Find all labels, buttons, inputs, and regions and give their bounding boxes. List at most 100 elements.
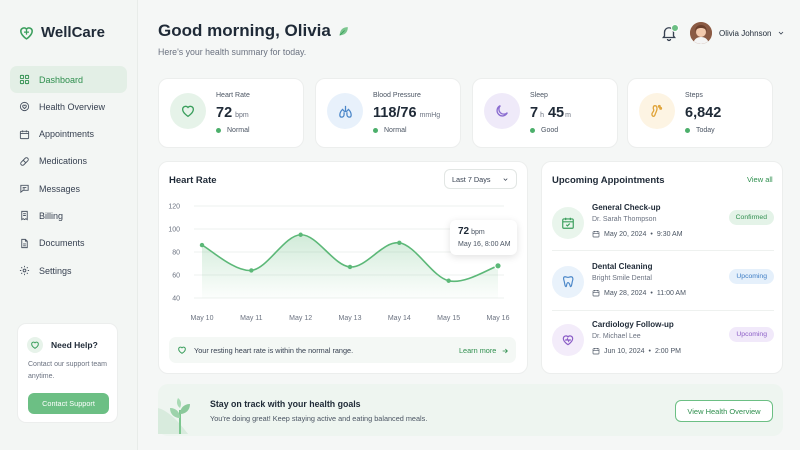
contact-support-button[interactable]: Contact Support — [28, 393, 109, 414]
help-title: Need Help? — [51, 340, 98, 350]
gear-icon — [19, 265, 30, 276]
heart-rate-title: Heart Rate — [169, 175, 217, 186]
chart-point[interactable] — [298, 232, 303, 237]
heart-rate-chart: 120 100 80 60 40 May 10 May 11 May 12 May 13 May … — [168, 204, 509, 323]
range-select-value: Last 7 Days — [452, 174, 491, 184]
appointment-title: General Check-up — [592, 203, 661, 212]
lungs-icon — [327, 93, 363, 129]
sidebar-item-messages[interactable]: Messages — [10, 175, 127, 202]
sidebar-nav: Dashboard Health Overview Appointments M… — [10, 66, 127, 284]
sidebar-item-label: Messages — [39, 183, 81, 194]
appointment-item[interactable]: Cardiology Follow-up Dr. Michael Lee Jun… — [552, 320, 774, 376]
sidebar-item-label: Dashboard — [39, 74, 84, 85]
calendar-icon — [592, 290, 600, 297]
banner-title: Stay on track with your health goals — [210, 399, 361, 409]
appointment-datetime: Jun 10, 2024 • 2:00 PM — [592, 347, 681, 355]
learn-more-link[interactable]: Learn more — [459, 346, 509, 355]
help-header: Need Help? — [27, 337, 98, 353]
sidebar-item-documents[interactable]: Documents — [10, 230, 127, 257]
appointment-title: Cardiology Follow-up — [592, 320, 674, 329]
plant-icon — [158, 398, 190, 434]
heart-icon — [170, 93, 206, 129]
arrow-right-icon — [502, 348, 509, 353]
chart-point[interactable] — [446, 278, 451, 283]
sidebar-item-label: Appointments — [39, 129, 95, 140]
footprint-icon — [639, 93, 675, 129]
x-tick-label: May 12 — [289, 315, 312, 322]
sidebar-item-label: Documents — [39, 238, 85, 249]
heart-icon — [19, 102, 30, 112]
help-card: Need Help? Contact our support team anyt… — [17, 323, 118, 423]
wellcare-logo-icon — [20, 27, 33, 40]
chevron-down-icon[interactable] — [777, 29, 785, 37]
stat-status: Today — [685, 127, 715, 134]
divider — [552, 250, 774, 251]
page-title: Good morning, Olivia — [158, 21, 350, 41]
stat-card-sleep[interactable]: Sleep 7 h 45m Good — [472, 78, 618, 148]
status-badge: Confirmed — [728, 210, 774, 225]
chart-footer-text: Your resting heart rate is within the no… — [194, 346, 354, 355]
sidebar-item-label: Settings — [39, 265, 72, 276]
y-tick-label: 80 — [172, 250, 180, 257]
stat-label: Sleep — [530, 92, 548, 99]
document-icon — [21, 238, 28, 248]
sidebar-item-label: Health Overview — [39, 101, 106, 112]
appointment-datetime: May 20, 2024 • 9:30 AM — [592, 230, 683, 238]
user-name[interactable]: Olivia Johnson — [719, 29, 772, 38]
chart-point[interactable] — [347, 264, 353, 270]
heart-icon — [178, 346, 186, 354]
heart-icon — [27, 337, 43, 353]
x-tick-label: May 13 — [339, 315, 362, 322]
avatar[interactable] — [690, 22, 712, 44]
sidebar-item-settings[interactable]: Settings — [10, 257, 127, 284]
x-tick-label: May 15 — [437, 315, 460, 322]
y-tick-label: 60 — [172, 273, 180, 280]
stat-status: Normal — [216, 127, 250, 134]
chart-tooltip: 72 bpm May 16, 8:00 AM — [450, 220, 517, 255]
stat-card-blood-pressure[interactable]: Blood Pressure 118/76 mmHg Normal — [315, 78, 461, 148]
health-goals-banner: Stay on track with your health goals You… — [158, 384, 783, 436]
stat-label: Heart Rate — [216, 92, 250, 99]
grid-icon — [19, 74, 30, 85]
pill-icon — [20, 157, 29, 166]
appointment-item[interactable]: Dental Cleaning Bright Smile Dental May … — [552, 262, 774, 318]
sidebar: WellCare Dashboard Health Overview Appoi… — [0, 0, 138, 450]
sidebar-item-health-overview[interactable]: Health Overview — [10, 93, 127, 120]
chart-point[interactable] — [199, 242, 205, 248]
sidebar-item-appointments[interactable]: Appointments — [10, 121, 127, 148]
chat-icon — [20, 185, 29, 194]
appointment-provider: Dr. Michael Lee — [592, 333, 641, 340]
sidebar-item-label: Billing — [39, 210, 64, 221]
sidebar-item-billing[interactable]: Billing — [10, 202, 127, 229]
view-all-link[interactable]: View all — [747, 175, 773, 184]
stat-card-heart-rate[interactable]: Heart Rate 72 bpm Normal — [158, 78, 304, 148]
y-tick-label: 120 — [168, 204, 180, 211]
page-subtitle: Here's your health summary for today. — [158, 47, 307, 57]
status-badge: Upcoming — [729, 269, 774, 284]
x-tick-label: May 10 — [191, 315, 214, 322]
app-name: WellCare — [41, 24, 105, 41]
view-health-overview-button[interactable]: View Health Overview — [675, 400, 773, 422]
sidebar-item-dashboard[interactable]: Dashboard — [10, 66, 127, 93]
chart-point[interactable] — [397, 240, 402, 245]
sidebar-item-medications[interactable]: Medications — [10, 148, 127, 175]
stat-card-steps[interactable]: Steps 6,842 Today — [627, 78, 773, 148]
stat-value: 72 bpm — [216, 105, 249, 121]
y-tick-label: 40 — [172, 296, 180, 303]
divider — [552, 310, 774, 311]
stat-label: Steps — [685, 92, 703, 99]
tooth-icon — [552, 266, 584, 298]
appointment-title: Dental Cleaning — [592, 262, 653, 271]
appointment-provider: Bright Smile Dental — [592, 275, 652, 282]
stat-value: 118/76 mmHg — [373, 105, 441, 121]
range-select[interactable]: Last 7 Days — [444, 169, 517, 189]
calendar-icon — [592, 348, 600, 355]
chart-point[interactable] — [249, 268, 254, 273]
moon-icon — [484, 93, 520, 129]
chart-point[interactable] — [494, 262, 502, 270]
calendar-icon — [592, 231, 600, 238]
calendar-icon — [552, 207, 584, 239]
stat-value: 7 h 45m — [530, 105, 571, 121]
appointment-item[interactable]: General Check-up Dr. Sarah Thompson May … — [552, 203, 774, 259]
logo[interactable]: WellCare — [18, 24, 105, 41]
